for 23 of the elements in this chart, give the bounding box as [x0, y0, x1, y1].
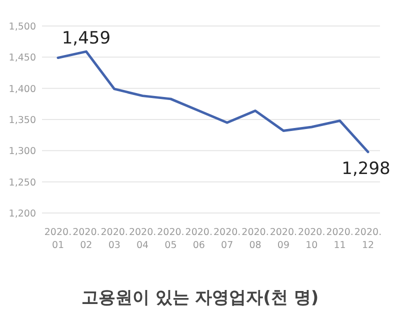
- y-tick-label: 1,450: [8, 52, 36, 64]
- x-tick-label: 2020. 03: [100, 227, 128, 251]
- y-tick-label: 1,300: [8, 146, 36, 158]
- x-tick-label: 2020. 01: [44, 227, 72, 251]
- y-tick-label: 1,350: [8, 115, 36, 126]
- line-series: [56, 50, 370, 154]
- x-tick-label: 2020. 07: [213, 227, 241, 251]
- data-label: 1,298: [342, 158, 390, 179]
- y-tick-label: 1,200: [8, 208, 36, 220]
- data-label: 1,459: [62, 28, 111, 49]
- x-tick-label: 2020. 08: [242, 227, 269, 251]
- x-tick-label: 2020. 11: [326, 227, 354, 251]
- x-tick-label: 2020. 04: [128, 227, 156, 251]
- x-tick-label: 2020. 06: [185, 227, 213, 251]
- x-tick-label: 2020. 09: [270, 227, 298, 251]
- y-tick-label: 1,500: [8, 22, 36, 32]
- x-tick-label: 2020. 10: [298, 227, 326, 251]
- x-tick-label: 2020. 02: [72, 227, 100, 251]
- text: 고용원이 있는 자영업자(천 명): [81, 288, 319, 308]
- y-tick-label: 1,400: [8, 84, 36, 95]
- y-tick-label: 1,250: [8, 177, 36, 188]
- x-tick-label: 2020. 12: [354, 227, 382, 251]
- x-tick-label: 2020. 05: [157, 227, 184, 251]
